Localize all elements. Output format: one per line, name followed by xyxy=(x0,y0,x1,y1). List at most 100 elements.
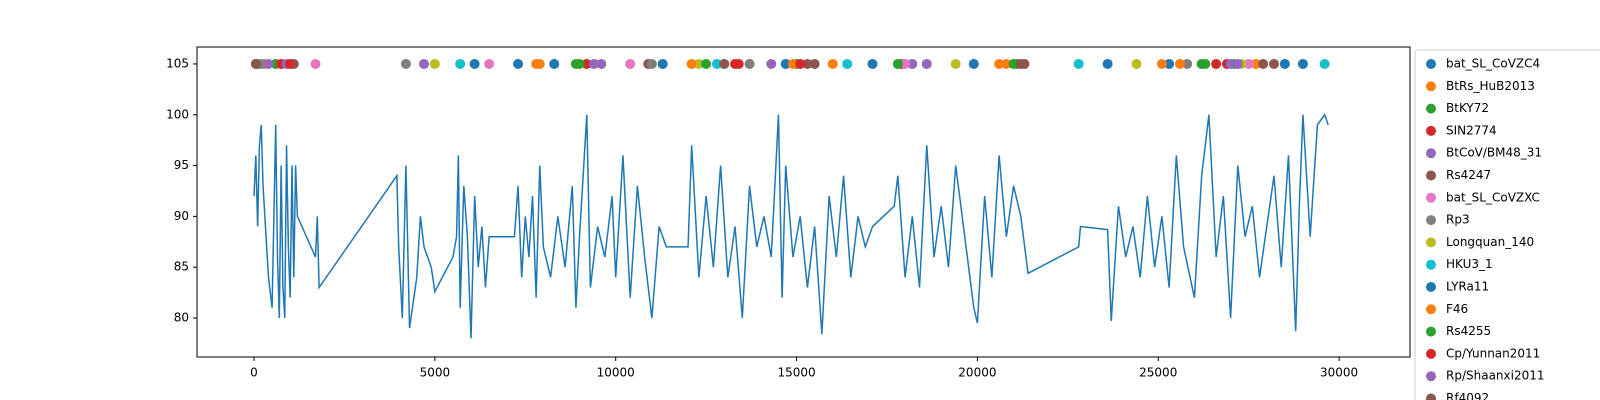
scatter-point xyxy=(827,58,838,69)
legend-label: HKU3_1 xyxy=(1446,257,1493,271)
scatter-point xyxy=(1156,58,1167,69)
scatter-point xyxy=(1164,58,1175,69)
scatter-point xyxy=(994,58,1005,69)
legend-marker xyxy=(1426,326,1436,337)
legend-marker xyxy=(1426,81,1436,92)
scatter-point xyxy=(1225,58,1236,69)
scatter-point xyxy=(574,58,585,69)
y-tick-label: 100 xyxy=(166,107,189,121)
scatter-point xyxy=(921,58,932,69)
scatter-point xyxy=(549,58,560,69)
scatter-point xyxy=(1102,58,1113,69)
x-tick-label: 0 xyxy=(250,366,258,380)
scatter-point xyxy=(625,58,636,69)
scatter-point xyxy=(1196,58,1207,69)
legend-marker xyxy=(1426,237,1436,248)
scatter-point xyxy=(1269,58,1280,69)
y-tick-label: 95 xyxy=(174,158,189,172)
x-tick-label: 10000 xyxy=(597,366,635,380)
scatter-point xyxy=(787,58,798,69)
legend-box xyxy=(1414,49,1600,400)
legend-marker xyxy=(1426,348,1436,359)
legend-marker xyxy=(1426,125,1436,136)
legend-marker xyxy=(1426,170,1436,181)
scatter-point xyxy=(701,58,712,69)
scatter-point xyxy=(1258,58,1269,69)
legend-label: Rf4092 xyxy=(1446,391,1489,400)
legend-marker xyxy=(1426,192,1436,203)
scatter-point xyxy=(1182,58,1193,69)
scatter-point xyxy=(596,58,607,69)
scatter-point xyxy=(1279,58,1290,69)
scatter-point xyxy=(1250,58,1261,69)
scatter-point xyxy=(1015,58,1026,69)
legend-marker xyxy=(1426,304,1436,315)
legend-label: SIN2774 xyxy=(1446,123,1497,137)
legend-label: F46 xyxy=(1446,302,1468,316)
scatter-point xyxy=(809,58,820,69)
scatter-point xyxy=(531,58,542,69)
scatter-point xyxy=(581,58,592,69)
legend-marker xyxy=(1426,371,1436,382)
legend-label: BtKY72 xyxy=(1446,101,1489,115)
legend-marker xyxy=(1426,148,1436,159)
legend-label: Rp/Shaanxi2011 xyxy=(1446,369,1545,383)
scatter-point xyxy=(1243,58,1254,69)
y-tick-label: 105 xyxy=(166,56,189,70)
scatter-point xyxy=(842,58,853,69)
x-tick-label: 25000 xyxy=(1139,366,1177,380)
legend-label: LYRa11 xyxy=(1446,280,1489,294)
scatter-point xyxy=(513,58,524,69)
scatter-point xyxy=(1211,58,1222,69)
scatter-point xyxy=(310,58,321,69)
scatter-point xyxy=(693,58,704,69)
legend-label: BtRs_HuB2013 xyxy=(1446,79,1535,93)
scatter-point xyxy=(1297,58,1308,69)
legend-label: bat_SL_CoVZC4 xyxy=(1446,57,1540,71)
y-tick-label: 90 xyxy=(174,209,189,223)
data-line xyxy=(253,113,1329,339)
scatter-point xyxy=(719,58,730,69)
scatter-point xyxy=(1073,58,1084,69)
scatter-point xyxy=(1174,58,1185,69)
scatter-point xyxy=(419,58,430,69)
legend-label: Rs4247 xyxy=(1446,168,1491,182)
scatter-point xyxy=(795,58,806,69)
legend-label: BtCoV/BM48_31 xyxy=(1446,146,1542,160)
x-tick-label: 20000 xyxy=(958,366,996,380)
legend-marker xyxy=(1426,59,1436,69)
scatter-point xyxy=(429,58,440,69)
scatter-point xyxy=(263,58,274,69)
scatter-point xyxy=(730,58,741,69)
scatter-point xyxy=(780,58,791,69)
scatter-point xyxy=(766,58,777,69)
scatter-point xyxy=(892,58,903,69)
legend-marker xyxy=(1426,103,1436,114)
y-tick-label: 80 xyxy=(174,310,189,324)
scatter-point xyxy=(469,58,480,69)
y-tick-label: 85 xyxy=(174,260,189,274)
legend-label: Cp/Yunnan2011 xyxy=(1446,346,1540,360)
scatter-point xyxy=(1001,58,1012,69)
scatter-point xyxy=(907,58,918,69)
scatter-point xyxy=(250,58,261,69)
scatter-point xyxy=(1232,58,1243,69)
x-tick-label: 30000 xyxy=(1320,366,1358,380)
scatter-point xyxy=(867,58,878,69)
scatter-point xyxy=(744,58,755,69)
scatter-point xyxy=(900,58,911,69)
legend-label: Rp3 xyxy=(1446,213,1470,227)
scatter-point xyxy=(400,58,411,69)
scatter-point xyxy=(1008,58,1019,69)
legend-marker xyxy=(1426,259,1436,270)
scatter-point xyxy=(484,58,495,69)
scatter-point xyxy=(802,58,813,69)
legend-label: Longquan_140 xyxy=(1446,235,1534,249)
legend-marker xyxy=(1426,393,1436,400)
scatter-point xyxy=(686,58,697,69)
x-tick-label: 15000 xyxy=(777,366,815,380)
scatter-point xyxy=(589,58,600,69)
x-tick-label: 5000 xyxy=(420,366,451,380)
